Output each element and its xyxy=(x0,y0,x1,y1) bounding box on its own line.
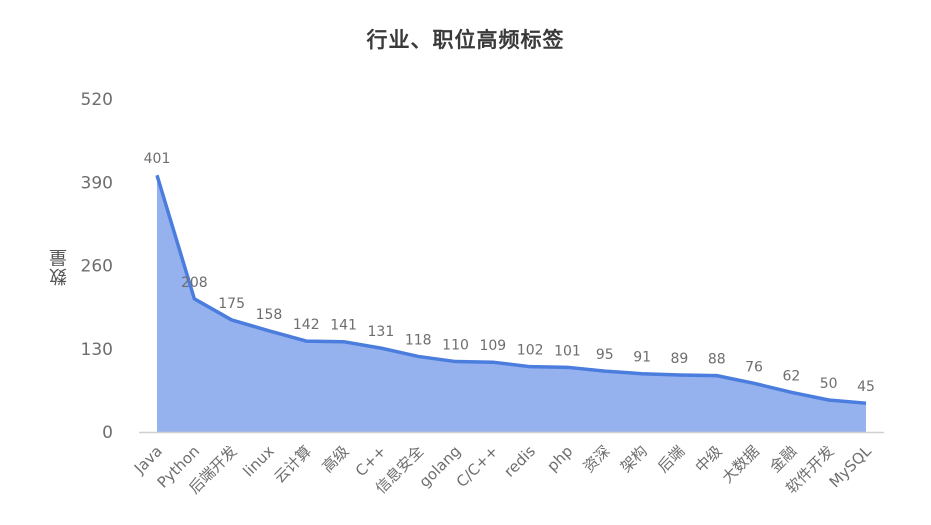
data-label: 50 xyxy=(820,376,838,392)
x-tick-label: C/C++ xyxy=(453,442,502,491)
x-tick-label: php xyxy=(543,442,576,475)
data-label: 175 xyxy=(218,296,245,312)
x-tick-label: MySQL xyxy=(826,442,876,492)
chart-title: 行业、职位高频标签 xyxy=(366,28,565,52)
data-label: 158 xyxy=(256,307,283,323)
data-label: 89 xyxy=(671,351,689,367)
x-tick-label: 云计算 xyxy=(271,442,316,487)
data-label: 109 xyxy=(479,338,506,354)
y-tick-label: 520 xyxy=(81,90,113,110)
x-tick-label: 后端 xyxy=(654,442,688,476)
data-label: 88 xyxy=(708,352,726,368)
x-tick-label: redis xyxy=(500,442,539,481)
data-label: 110 xyxy=(442,338,469,354)
data-line xyxy=(155,174,867,405)
area-fill xyxy=(157,175,866,433)
y-tick-label: 390 xyxy=(81,173,113,193)
x-tick-label: 大数据 xyxy=(718,442,763,487)
data-label: 141 xyxy=(330,318,357,334)
data-label: 95 xyxy=(596,347,614,363)
data-label: 91 xyxy=(633,350,651,366)
y-axis-ticks: 0 130 260 390 520 xyxy=(81,90,113,443)
data-label: 118 xyxy=(405,332,432,348)
data-label: 62 xyxy=(782,368,800,384)
data-label: 45 xyxy=(857,379,875,395)
data-label: 101 xyxy=(554,343,581,359)
x-tick-label: 高级 xyxy=(318,442,352,476)
data-label: 142 xyxy=(293,317,320,333)
x-tick-label: 架构 xyxy=(617,442,651,476)
data-label: 401 xyxy=(144,151,171,167)
data-label: 208 xyxy=(181,275,208,291)
data-label: 76 xyxy=(745,359,763,375)
y-tick-label: 0 xyxy=(102,423,113,443)
y-tick-label: 130 xyxy=(81,340,113,360)
data-label: 131 xyxy=(368,324,395,340)
x-tick-label: 资深 xyxy=(580,442,614,476)
data-labels: 401 208 175 158 142 141 131 118 110 109 102 101 95 91… xyxy=(144,151,875,395)
data-label: 102 xyxy=(517,343,544,359)
y-tick-label: 260 xyxy=(81,257,113,277)
